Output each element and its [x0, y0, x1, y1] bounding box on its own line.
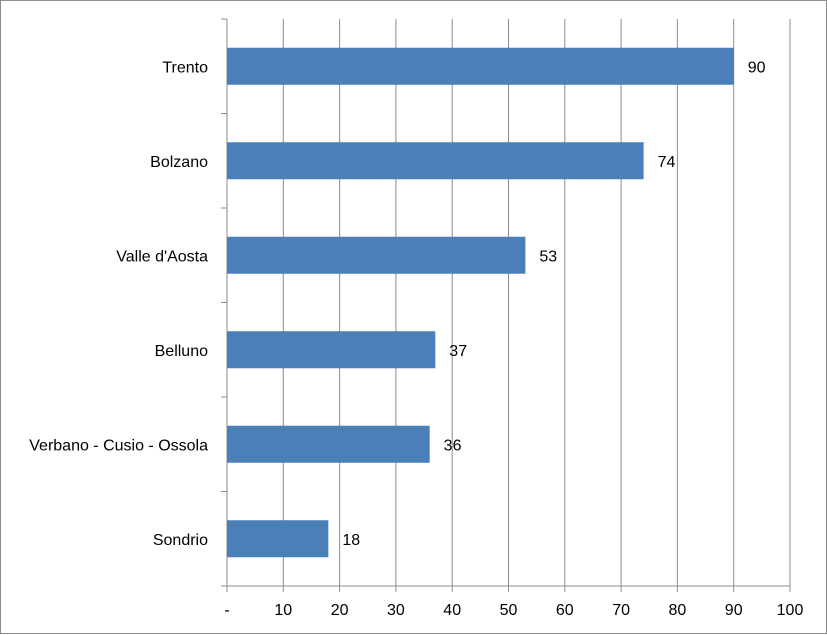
bars [227, 47, 734, 558]
data-label: 37 [449, 343, 467, 360]
x-tick-label: 100 [777, 602, 804, 619]
bar [227, 425, 430, 463]
bar [227, 520, 329, 558]
data-label: 18 [342, 532, 360, 549]
data-label: 90 [748, 59, 766, 76]
x-tick-label: 60 [556, 602, 574, 619]
x-tick-label: 30 [387, 602, 405, 619]
x-tick-label: 40 [443, 602, 461, 619]
data-label: 36 [444, 437, 462, 454]
x-tick-label: 10 [274, 602, 292, 619]
x-tick-label: 70 [612, 602, 630, 619]
x-tick-label: - [224, 602, 229, 619]
category-label: Bolzano [150, 154, 208, 171]
category-label: Sondrio [153, 532, 208, 549]
axes [221, 18, 791, 592]
category-label: Trento [162, 59, 208, 76]
bar [227, 331, 436, 369]
x-tick-label: 50 [500, 602, 518, 619]
category-label: Belluno [155, 343, 208, 360]
data-label: 53 [539, 248, 557, 265]
bar [227, 236, 526, 274]
bar [227, 142, 644, 180]
bar [227, 47, 734, 85]
x-tick-label: 20 [331, 602, 349, 619]
x-tick-label: 80 [669, 602, 687, 619]
x-tick-label: 90 [725, 602, 743, 619]
category-label: Valle d'Aosta [116, 248, 208, 265]
gridlines [282, 19, 791, 586]
category-label: Verbano - Cusio - Ossola [29, 437, 208, 454]
data-label: 74 [658, 154, 676, 171]
labels: - 10 20 30 40 50 60 70 80 90 100 Trento 90 Bolzano 74 V… [29, 59, 803, 619]
